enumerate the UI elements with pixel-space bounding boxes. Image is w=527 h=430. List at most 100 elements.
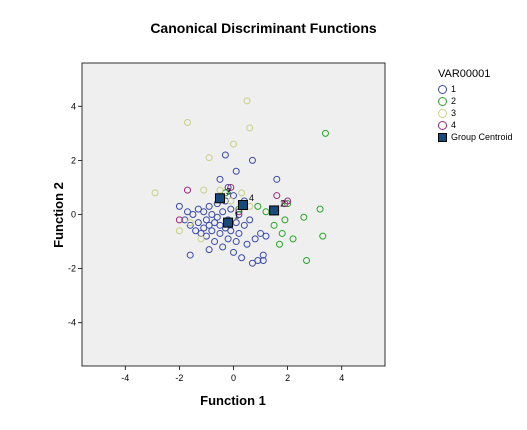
axis-ticks: -4 -2 0 2 4 -4 -2 0 2 4 [68, 101, 344, 383]
data-point-group-1 [175, 202, 183, 210]
data-point-group-1 [254, 256, 262, 264]
data-point-group-3 [243, 97, 251, 105]
group-centroids: 1 2 3 4 [214, 186, 285, 228]
legend-label-1: 1 [451, 84, 457, 94]
data-point-group-1 [240, 221, 248, 229]
data-point-group-1 [238, 254, 246, 262]
data-point-group-1 [257, 229, 265, 237]
data-point-group-2 [281, 216, 289, 224]
data-point-group-3 [230, 140, 237, 148]
data-point-group-1 [230, 192, 237, 200]
data-point-group-1 [224, 235, 232, 243]
y-tick-label: 4 [71, 101, 76, 111]
data-point-group-1 [243, 240, 251, 248]
data-point-group-1 [232, 238, 240, 246]
data-point-group-1 [259, 251, 267, 259]
data-point-group-4 [175, 216, 183, 224]
x-tick-label: -4 [121, 373, 129, 383]
data-point-group-2 [289, 235, 297, 243]
data-point-group-4 [281, 200, 289, 208]
data-point-group-1 [202, 232, 210, 240]
data-point-group-2 [254, 202, 262, 210]
data-point-group-1 [200, 208, 208, 216]
y-tick-label: -2 [68, 264, 76, 274]
legend-label-3: 3 [451, 108, 457, 118]
data-point-group-1 [189, 211, 197, 218]
legend-label-centroid: Group Centroid [451, 132, 513, 142]
data-point-group-3 [227, 197, 235, 205]
data-point-group-1 [216, 229, 224, 237]
y-axis-title: Function 2 [51, 182, 66, 248]
x-tick-label: -2 [175, 373, 183, 383]
data-point-group-1 [248, 259, 256, 267]
data-point-group-2 [278, 229, 286, 237]
x-tick-label: 2 [285, 373, 290, 383]
centroid-marker-1 [223, 217, 234, 228]
data-point-group-2 [300, 213, 308, 221]
data-point-group-2 [321, 129, 329, 137]
centroid-marker-2 [269, 205, 280, 216]
data-point-group-1 [221, 151, 229, 159]
legend-item-4: 4 [438, 119, 513, 131]
data-point-group-1 [273, 175, 281, 183]
data-point-group-1 [251, 235, 259, 243]
legend-item-centroid: Group Centroid [438, 131, 513, 143]
centroid-label-3: 3 [226, 186, 231, 196]
data-point-group-1 [205, 221, 213, 229]
legend-label-2: 2 [451, 96, 457, 106]
legend-label-4: 4 [451, 120, 457, 130]
data-point-group-2 [319, 232, 327, 240]
data-point-group-1 [205, 246, 213, 254]
centroid-marker-3 [214, 193, 225, 204]
legend-marker-3 [438, 108, 447, 118]
data-point-group-1 [259, 256, 267, 264]
legend: VAR00001 1 2 3 4 Group Centroid [438, 68, 513, 143]
centroid-label-4: 4 [249, 193, 254, 203]
data-point-group-1 [184, 208, 192, 216]
data-point-group-1 [208, 227, 216, 235]
legend-item-1: 1 [438, 83, 513, 95]
data-point-group-2 [221, 189, 229, 197]
data-point-group-1 [213, 213, 221, 221]
centroid-label-1: 1 [234, 211, 239, 221]
data-point-group-3 [197, 235, 205, 243]
data-point-group-3 [186, 219, 194, 227]
legend-title: VAR00001 [438, 68, 491, 80]
data-point-group-1 [227, 205, 235, 213]
data-point-group-1 [211, 238, 219, 246]
data-point-group-4 [273, 192, 281, 200]
data-point-group-1 [230, 248, 237, 256]
data-point-group-1 [200, 224, 208, 232]
data-point-group-3 [151, 189, 159, 197]
legend-item-3: 3 [438, 107, 513, 119]
data-point-group-1 [181, 216, 189, 224]
x-tick-label: 0 [231, 373, 236, 383]
data-point-group-1 [205, 202, 213, 210]
data-point-group-1 [194, 219, 202, 227]
data-point-group-2 [284, 200, 292, 208]
x-axis-title: Function 1 [200, 393, 266, 408]
data-point-group-1 [219, 243, 227, 251]
data-point-group-1 [197, 229, 205, 237]
data-point-group-2 [262, 208, 270, 216]
data-point-group-1 [186, 251, 194, 259]
data-point-group-3 [216, 186, 224, 194]
plot-area [81, 62, 386, 367]
data-point-group-1 [232, 167, 240, 175]
data-point-group-1 [194, 205, 202, 213]
data-point-group-1 [224, 183, 232, 191]
data-point-group-2 [270, 221, 278, 229]
data-points [151, 97, 329, 267]
data-point-group-1 [227, 227, 235, 235]
x-tick-label: 4 [339, 373, 344, 383]
data-point-group-2 [275, 240, 283, 248]
y-tick-label: 0 [71, 210, 76, 220]
data-point-group-1 [262, 232, 270, 240]
data-point-group-1 [186, 221, 194, 229]
data-point-group-1 [202, 216, 210, 224]
data-point-group-1 [235, 229, 243, 237]
data-point-group-1 [192, 227, 200, 235]
legend-marker-4 [438, 120, 447, 130]
data-point-group-4 [184, 186, 192, 194]
